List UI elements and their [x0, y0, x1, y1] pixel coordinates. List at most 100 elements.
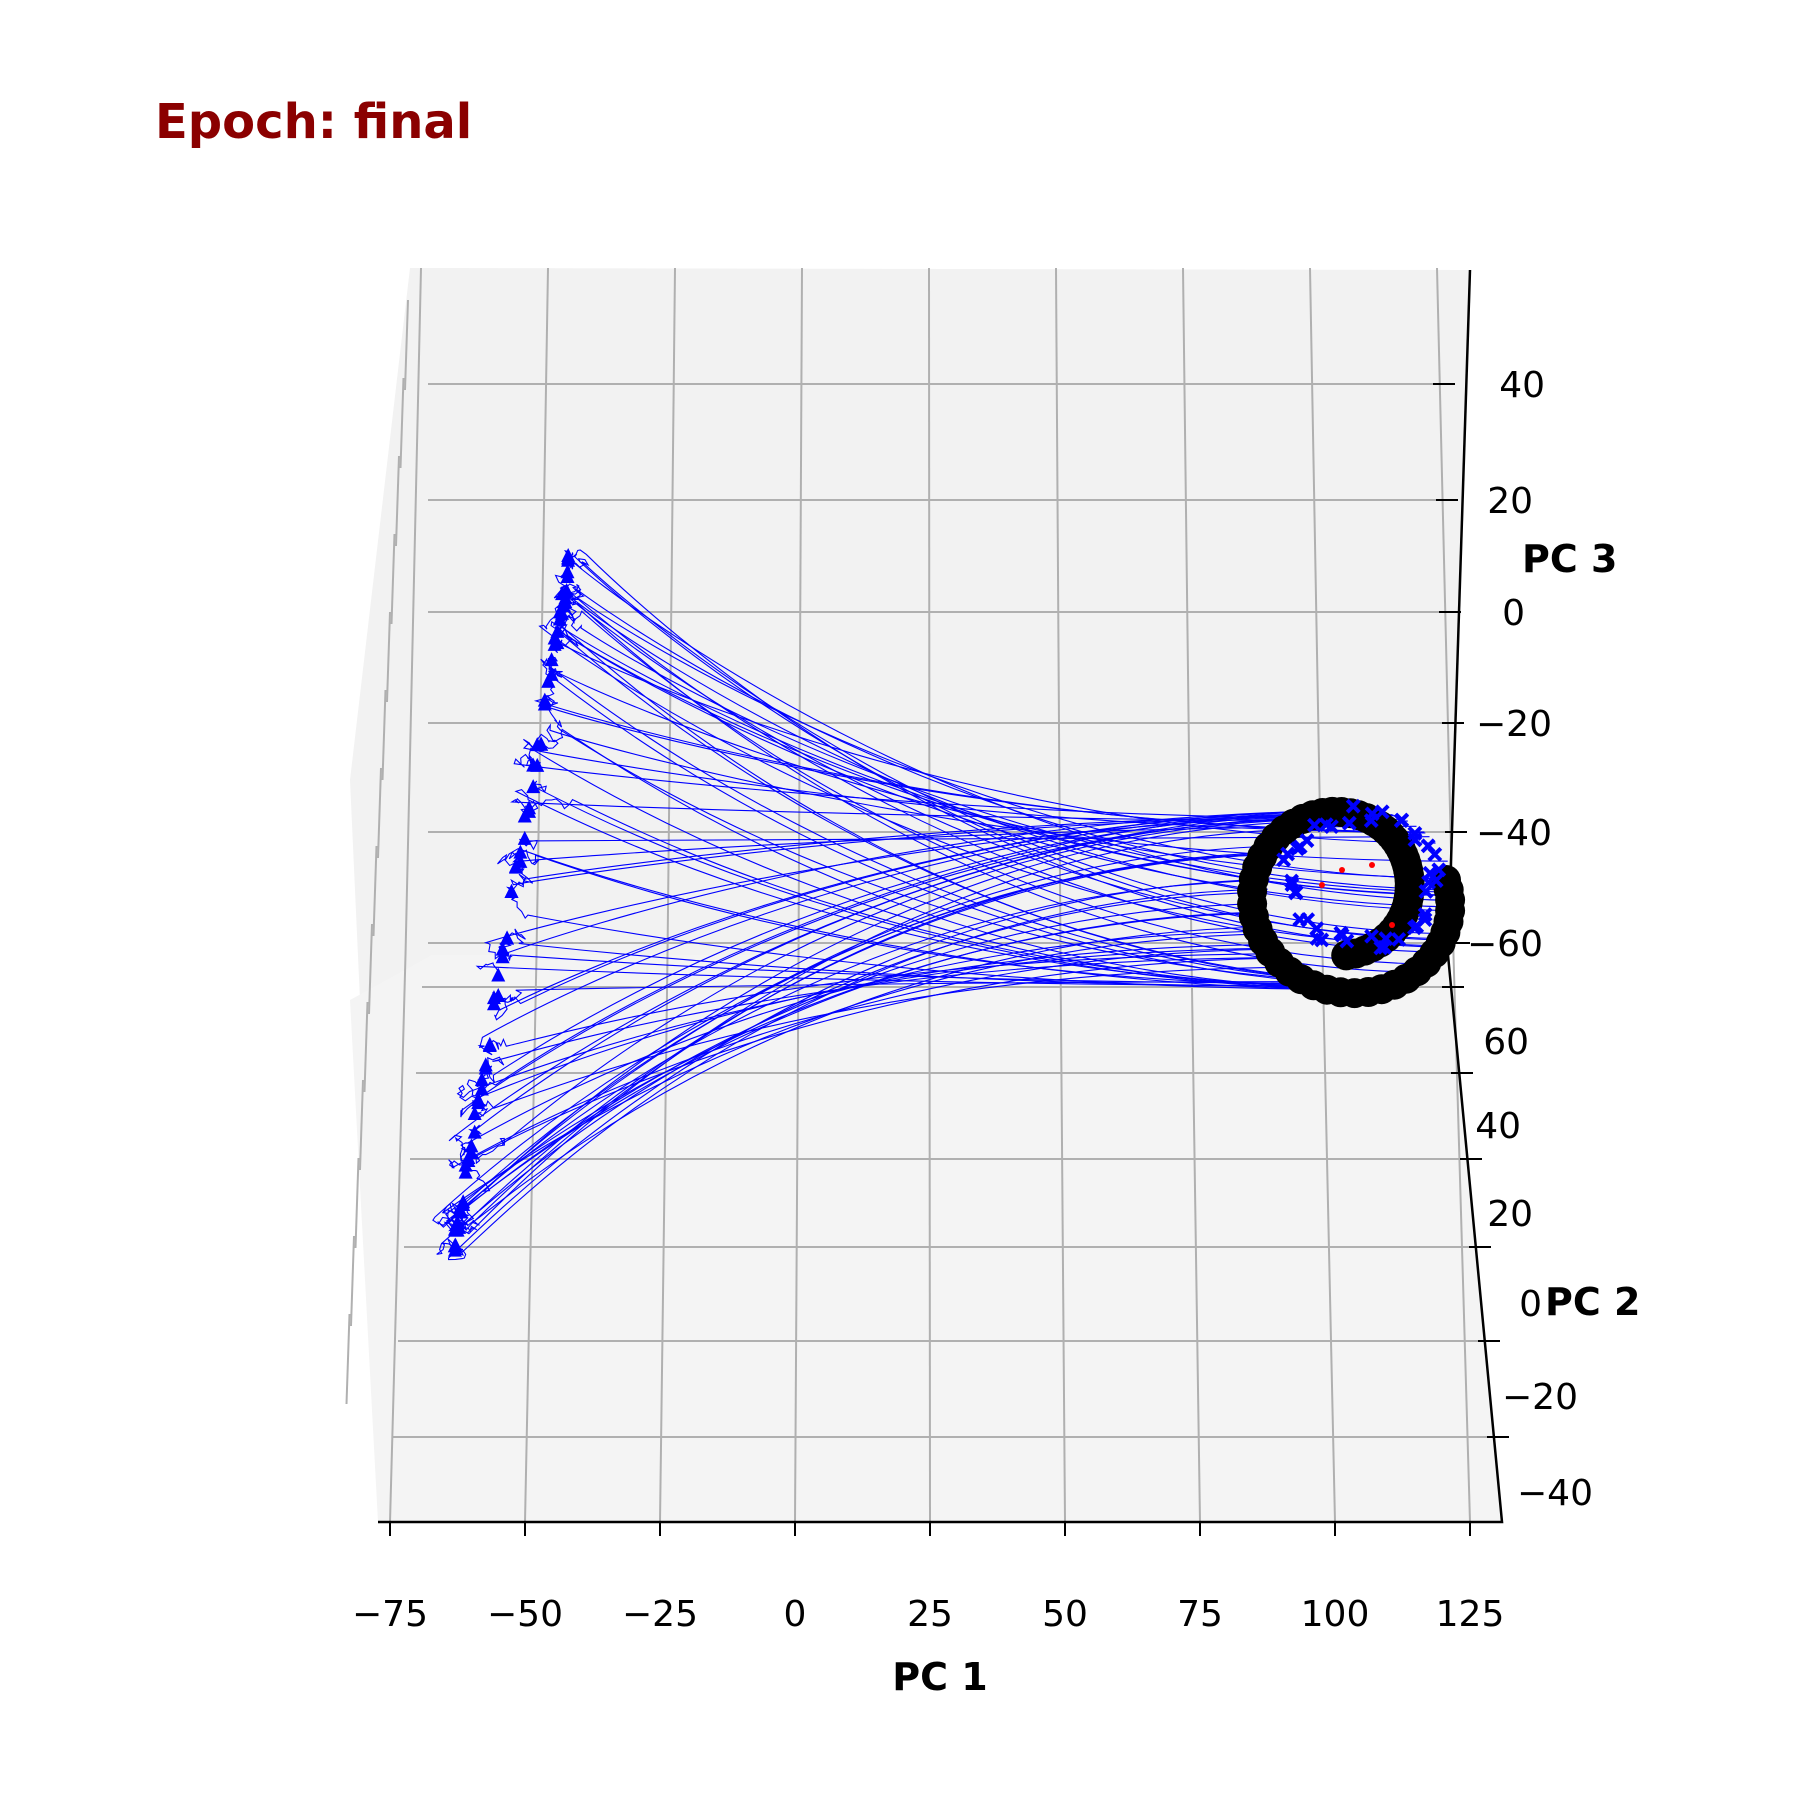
start-triangle-marker	[513, 853, 528, 868]
end-cross-marker	[1422, 865, 1438, 881]
trajectory-line	[553, 588, 1419, 973]
trajectory-line	[559, 607, 1429, 965]
axis-lines	[378, 269, 1509, 1536]
trajectory-line	[497, 848, 1365, 991]
start-triangle-marker	[500, 930, 515, 945]
end-cross-marker	[1431, 862, 1447, 878]
trajectory-line	[487, 953, 1286, 1050]
trajectory-lines	[432, 549, 1458, 1261]
start-triangle-marker	[467, 1106, 482, 1121]
trajectory-line	[563, 604, 1457, 893]
trajectory-line	[544, 703, 1398, 984]
end-cross-marker	[1427, 846, 1443, 862]
floor-pane	[350, 955, 1502, 1522]
trajectory-line	[538, 596, 1444, 947]
end-cross-marker	[1324, 819, 1339, 835]
trajectory-line	[460, 926, 1272, 1227]
trajectory-line	[518, 814, 1393, 884]
start-triangle-marker	[517, 808, 532, 823]
trajectory-line	[448, 813, 1335, 1162]
y-tick-label: 0	[1519, 1284, 1542, 1325]
start-triangle-marker	[559, 583, 574, 598]
start-triangle-marker	[522, 800, 537, 815]
unstable-point-marker	[1319, 882, 1325, 888]
side-grid-line	[354, 1157, 360, 1249]
start-triangle-marker	[560, 564, 575, 579]
unstable-point-marker	[1389, 922, 1395, 928]
trajectory-line	[475, 962, 1334, 987]
trajectory-line	[485, 956, 1289, 1068]
z-axis-title: PC 3	[1522, 537, 1617, 581]
side-grid-line	[359, 1079, 364, 1171]
z-tick-label: 0	[1502, 593, 1525, 634]
end-cross-marker	[1374, 804, 1390, 820]
start-triangle-marker	[555, 605, 570, 620]
x-tick-label: 125	[1436, 1594, 1505, 1635]
start-triangle-marker	[495, 941, 510, 956]
x-tick-label: 100	[1301, 1594, 1370, 1635]
trajectory-line	[458, 828, 1304, 1235]
end-cross-marker	[1418, 884, 1434, 899]
end-cross-marker	[1394, 812, 1410, 828]
end-cross-marker	[1373, 940, 1389, 956]
end-cross-marker	[1280, 846, 1296, 862]
x-tick-label: −50	[487, 1594, 563, 1635]
start-triangle-marker	[504, 883, 519, 898]
start-triangle-marker	[556, 597, 571, 612]
end-cross-marker	[1299, 833, 1315, 849]
trajectory-line	[460, 957, 1290, 1165]
trajectory-line	[563, 549, 1443, 948]
end-cross-marker	[1345, 798, 1361, 814]
trajectory-line	[546, 680, 1425, 833]
trajectory-line	[567, 558, 1451, 935]
side-grid-line	[399, 377, 405, 469]
trajectory-line	[547, 667, 1455, 879]
side-grid-line	[404, 299, 409, 391]
z-axis-line	[1446, 269, 1472, 956]
start-triangle-marker	[544, 652, 559, 667]
start-triangle-marker	[491, 967, 506, 982]
end-cross-marker	[1284, 877, 1300, 893]
x-grid-line-floor	[928, 954, 931, 1523]
y-tick-label: 40	[1475, 1106, 1521, 1147]
trajectory-line	[536, 728, 1370, 991]
start-triangle-marker	[561, 550, 576, 565]
start-triangle-marker	[513, 844, 528, 859]
start-triangle-marker	[517, 830, 532, 845]
side-grid-line	[350, 1235, 355, 1327]
side-grid-line	[395, 455, 400, 547]
start-triangle-marker	[495, 949, 510, 964]
start-triangle-marker	[467, 1124, 482, 1139]
trajectory-line	[513, 753, 1405, 820]
trajectory-line	[443, 879, 1270, 1233]
start-triangle-marker	[491, 987, 506, 1002]
start-triangle-marker	[447, 1242, 462, 1257]
start-triangle-marker	[458, 1164, 473, 1179]
trajectory-line	[460, 817, 1322, 1118]
trajectory-line	[558, 617, 1457, 897]
end-cross-marker	[1314, 932, 1330, 948]
trajectory-line	[432, 853, 1281, 1225]
unstable-point-marker	[1369, 862, 1375, 868]
unstable-point-marker	[1339, 867, 1345, 873]
z-tick-label: 40	[1499, 365, 1545, 406]
end-cross-marker	[1407, 826, 1423, 841]
end-cross-marker	[1409, 918, 1425, 934]
x-tick-label: 75	[1177, 1594, 1223, 1635]
side-grid-line	[377, 767, 382, 859]
start-triangle-marker	[558, 590, 573, 605]
start-triangle-marker	[544, 666, 559, 681]
x-grid-line-back	[404, 267, 422, 956]
x-grid-line-floor	[1059, 954, 1066, 1523]
start-triangle-marker	[526, 779, 541, 794]
z-tick-label: −20	[1476, 704, 1552, 745]
side-grid-line	[381, 689, 387, 781]
x-tick-label: −25	[622, 1594, 698, 1635]
x-grid-line-floor	[794, 954, 800, 1523]
z-tick-label: 20	[1487, 481, 1533, 522]
trajectory-line	[464, 820, 1316, 1192]
start-triangle-marker	[526, 757, 541, 772]
start-triangle-marker	[452, 1219, 467, 1234]
x-grid-line-floor	[1190, 954, 1201, 1523]
trajectory-line	[561, 583, 1455, 880]
